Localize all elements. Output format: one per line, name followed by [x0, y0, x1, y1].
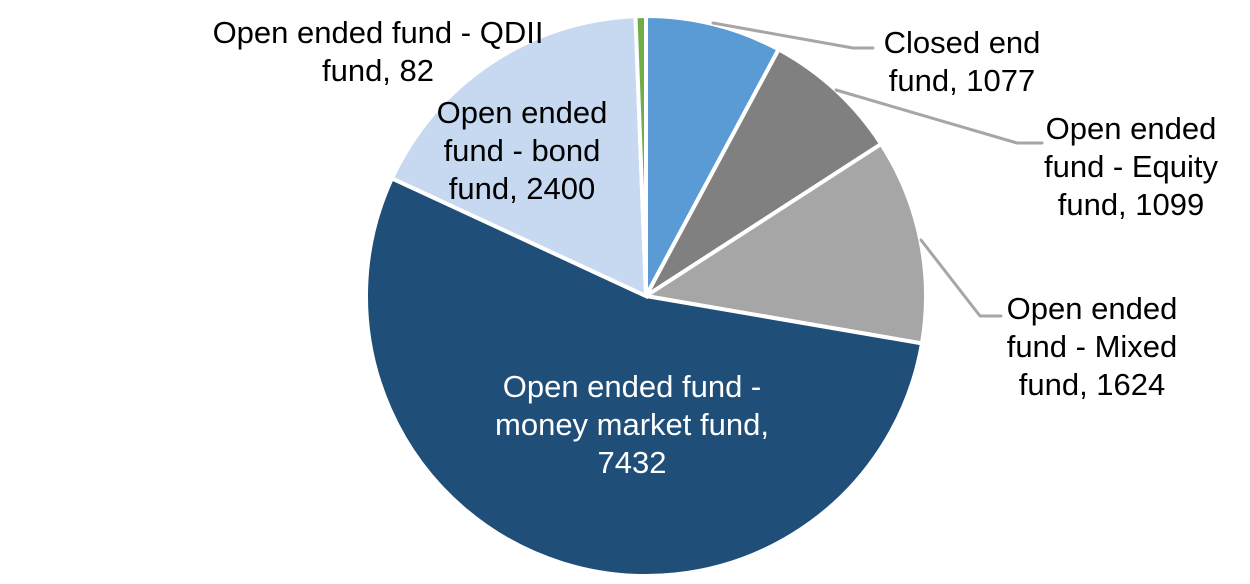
data-label-line: fund - Mixed — [1006, 329, 1178, 364]
data-label-bond-fund: Open ended fund - bond fund, 2400 — [437, 94, 608, 208]
data-label-line: fund, 1624 — [1018, 367, 1166, 402]
data-label-line: Open ended — [436, 95, 608, 130]
data-label-line: fund, 1099 — [1057, 187, 1205, 222]
data-label-line: Open ended fund - — [502, 369, 762, 404]
data-label-line: fund - Equity — [1043, 149, 1219, 184]
pie-slice-open-ended-fund-money-market-fund — [364, 175, 925, 578]
data-label-line: fund, 1077 — [888, 63, 1036, 98]
leader-line-equity-fund — [834, 88, 1044, 145]
data-label-closed-end-fund: Closed end fund, 1077 — [884, 24, 1041, 100]
data-label-line: Open ended — [1006, 291, 1178, 326]
pie-slice-open-ended-fund-bond-fund — [389, 14, 649, 300]
data-label-line: Open ended fund - QDII — [212, 15, 544, 50]
data-label-line: 7432 — [597, 445, 667, 480]
pie-slices-group — [364, 13, 928, 578]
data-label-line: fund, 2400 — [448, 171, 596, 206]
leader-line-mixed-fund — [919, 238, 1003, 318]
data-label-line: money market fund, — [495, 407, 769, 442]
data-label-line: Open ended — [1045, 111, 1217, 146]
data-label-line: fund, 82 — [321, 53, 435, 88]
leader-lines-group — [711, 21, 1044, 318]
data-label-line: Closed end — [883, 25, 1041, 60]
data-label-equity-fund: Open ended fund - Equity fund, 1099 — [1044, 110, 1218, 224]
data-label-mixed-fund: Open ended fund - Mixed fund, 1624 — [1007, 290, 1178, 404]
data-label-qdii-fund: Open ended fund - QDII fund, 82 — [213, 14, 544, 90]
data-label-line: fund - bond — [443, 133, 601, 168]
pie-slice-open-ended-fund-qdii-fund — [633, 13, 648, 297]
leader-line-closed-end-fund — [711, 21, 875, 50]
data-label-money-market-fund: Open ended fund - money market fund, 743… — [495, 368, 769, 482]
